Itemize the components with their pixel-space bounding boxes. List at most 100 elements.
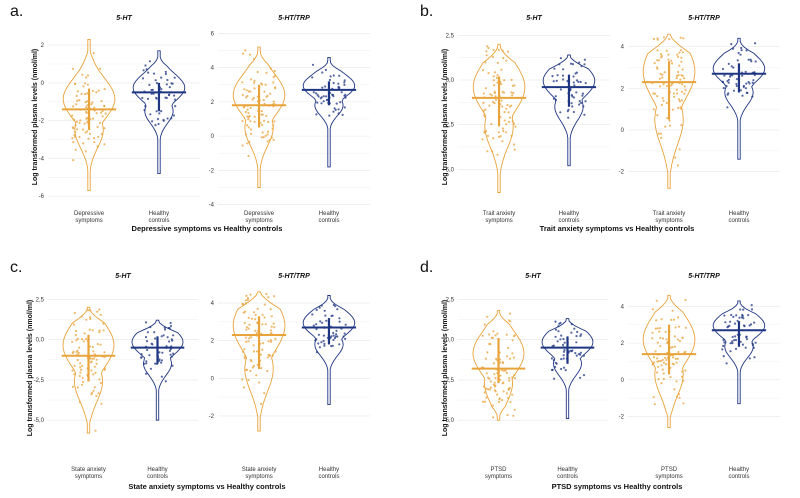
data-point [512, 122, 516, 125]
data-point [652, 396, 655, 399]
data-point [488, 377, 491, 380]
panel-a: a. Log transformed plasma levels (nmol/ml… [10, 3, 370, 233]
data-point [317, 95, 320, 98]
data-point [86, 83, 89, 86]
data-point [146, 97, 150, 100]
subplot-title: 5-HT [116, 15, 132, 22]
data-point [255, 332, 258, 335]
data-point [341, 113, 344, 116]
data-point [91, 117, 95, 120]
data-point [315, 338, 318, 341]
data-point [659, 345, 662, 348]
data-point [242, 386, 245, 389]
y-tick-label: 2 [621, 341, 625, 347]
y-tick-label: 2,5 [446, 297, 455, 303]
data-point [580, 65, 583, 68]
data-point [92, 137, 96, 140]
data-point [251, 366, 254, 369]
data-point [271, 354, 274, 357]
data-point [511, 94, 514, 97]
x-category-label: Depressive [74, 211, 105, 217]
data-point [656, 95, 659, 98]
data-point [673, 388, 676, 391]
y-tick-label: -2 [39, 119, 45, 125]
data-point [146, 348, 149, 352]
data-point [721, 67, 725, 71]
data-point [96, 310, 99, 313]
data-point [168, 93, 171, 96]
x-category-label: Healthy [729, 467, 749, 473]
data-point [723, 74, 726, 77]
data-point [76, 128, 79, 131]
data-point [483, 131, 486, 134]
data-point [74, 148, 77, 151]
data-point [511, 376, 514, 379]
data-point [675, 88, 678, 91]
y-tick-label: 4 [621, 304, 625, 310]
data-point [96, 145, 99, 148]
data-point [324, 314, 327, 317]
data-point [71, 385, 74, 388]
data-point [498, 397, 501, 400]
data-point [557, 330, 560, 333]
data-point [323, 344, 326, 347]
data-point [683, 92, 686, 95]
data-point [311, 76, 314, 79]
data-point [81, 364, 84, 368]
data-point [319, 320, 322, 323]
data-point [79, 119, 82, 122]
data-point [145, 372, 148, 375]
data-point [335, 329, 338, 332]
data-point [722, 344, 725, 348]
data-point [679, 78, 682, 81]
data-point [579, 334, 582, 338]
data-point [249, 90, 252, 93]
data-point [680, 99, 683, 102]
data-point [246, 296, 249, 300]
data-point [315, 351, 318, 354]
subplot-title: 5-HT [525, 273, 541, 280]
data-point [261, 348, 264, 351]
data-point [491, 150, 494, 153]
data-point [562, 68, 565, 71]
data-point [737, 51, 740, 55]
data-point [101, 115, 104, 118]
data-point [324, 85, 327, 88]
data-point [247, 316, 250, 319]
panel-letter: a. [10, 3, 23, 20]
data-point [495, 357, 498, 360]
data-point [662, 361, 666, 364]
data-point [551, 75, 554, 78]
data-point [89, 317, 92, 320]
data-point [684, 89, 687, 92]
data-point [274, 87, 277, 90]
data-point [266, 369, 269, 373]
data-point [90, 369, 93, 372]
data-point [722, 338, 725, 342]
data-point [331, 93, 334, 96]
data-point [561, 343, 565, 346]
data-point [78, 135, 81, 139]
data-point [577, 352, 581, 356]
data-point [677, 106, 680, 109]
data-point [244, 310, 247, 313]
data-point [98, 308, 101, 311]
data-point [729, 320, 732, 323]
x-category-label: Depressive [244, 211, 275, 217]
data-point [659, 53, 663, 56]
data-point [560, 358, 563, 361]
data-point [554, 335, 557, 338]
data-point [266, 356, 269, 359]
violin-case [62, 38, 116, 192]
x-category-label: Healthy [147, 467, 167, 473]
data-point [651, 363, 654, 366]
data-point [754, 60, 757, 63]
x-category-label: PTSD [490, 467, 507, 473]
data-point [74, 124, 77, 127]
data-point [247, 116, 250, 119]
data-point [731, 335, 734, 339]
data-point [486, 150, 489, 153]
data-point [750, 304, 753, 307]
data-point [754, 341, 757, 344]
